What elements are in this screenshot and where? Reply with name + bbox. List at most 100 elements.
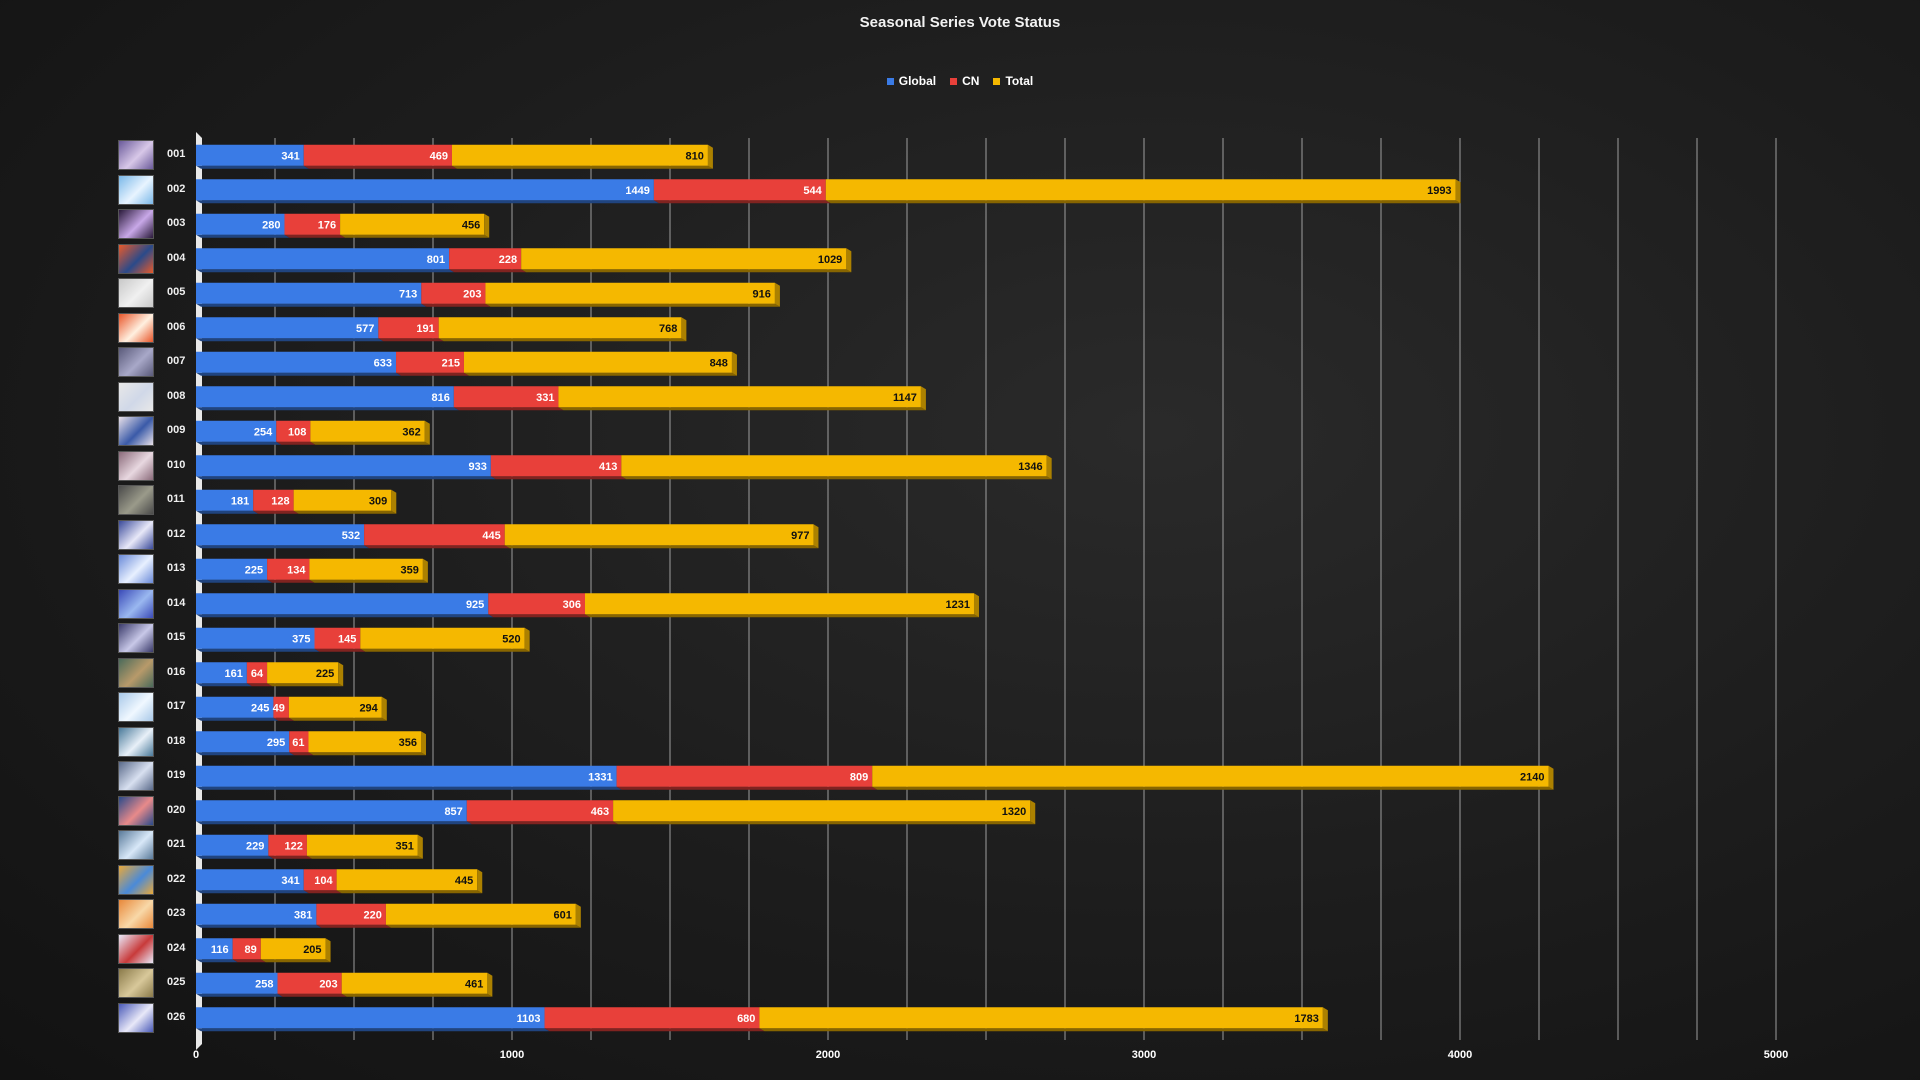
bar-cn (616, 765, 878, 790)
bar-depth (232, 959, 266, 963)
series-thumbnail[interactable] (118, 830, 154, 861)
series-thumbnail[interactable] (118, 623, 154, 654)
bar-cn (314, 627, 366, 652)
bar-end (774, 282, 780, 307)
bar-end (575, 903, 581, 928)
bar-face (544, 1007, 760, 1029)
data-label: 1346 (1018, 461, 1042, 473)
bar-depth (288, 717, 387, 721)
data-label: 145 (338, 633, 356, 645)
series-thumbnail[interactable] (118, 519, 154, 550)
series-thumbnail[interactable] (118, 1002, 154, 1033)
series-thumbnail[interactable] (118, 209, 154, 240)
bar-face (196, 455, 491, 477)
bar-depth (521, 269, 852, 273)
bar-global (196, 144, 309, 169)
series-thumbnail[interactable] (118, 243, 154, 274)
data-label: 61 (292, 737, 304, 749)
data-label: 1320 (1002, 806, 1026, 818)
bar-face (521, 248, 847, 270)
bar-end (920, 386, 926, 411)
data-label: 161 (225, 668, 243, 680)
bar-face (196, 213, 285, 235)
bar-depth (378, 338, 444, 342)
series-thumbnail[interactable] (118, 485, 154, 516)
bar-depth (438, 338, 687, 342)
bar-face (360, 627, 525, 649)
bar-total (463, 351, 737, 376)
bar-total (584, 593, 979, 618)
bar-cn (421, 282, 491, 307)
bar-face (232, 938, 261, 960)
bar-depth (196, 959, 238, 963)
series-thumbnail[interactable] (118, 554, 154, 585)
legend-item-global[interactable]: Global (886, 74, 937, 88)
bar-depth (268, 855, 312, 859)
bar-total (451, 144, 713, 169)
bar-cn (378, 317, 444, 342)
legend-label: Global (898, 74, 937, 88)
bar-depth (504, 545, 819, 549)
bar-total (438, 317, 687, 342)
series-thumbnail[interactable] (118, 692, 154, 723)
bar-face (316, 903, 386, 925)
series-thumbnail[interactable] (118, 278, 154, 309)
bar-face (253, 489, 294, 511)
bar-depth (289, 752, 314, 756)
bar-face (196, 627, 315, 649)
bar-face (466, 800, 614, 822)
data-label: 810 (686, 150, 704, 162)
bar-face (196, 248, 450, 270)
series-thumbnail[interactable] (118, 588, 154, 619)
data-label: 456 (462, 219, 480, 231)
bar-depth (196, 993, 283, 997)
data-label: 375 (292, 633, 310, 645)
series-thumbnail[interactable] (118, 312, 154, 343)
series-thumbnail[interactable] (118, 795, 154, 826)
category-label: 011 (167, 493, 185, 506)
data-label: 134 (287, 564, 306, 576)
bar-depth (449, 269, 527, 273)
bar-face (289, 731, 309, 753)
series-thumbnail[interactable] (118, 899, 154, 930)
data-label: 280 (262, 219, 280, 231)
bar-total (759, 1007, 1328, 1032)
legend-item-total[interactable]: Total (993, 74, 1033, 88)
bar-face (303, 144, 452, 166)
series-thumbnail[interactable] (118, 347, 154, 378)
bar-face (453, 386, 559, 408)
series-thumbnail[interactable] (118, 381, 154, 412)
legend-item-cn[interactable]: CN (950, 74, 979, 88)
series-thumbnail[interactable] (118, 657, 154, 688)
bar-depth (621, 476, 1052, 480)
bar-face (504, 524, 814, 546)
category-label: 017 (167, 700, 186, 713)
bar-depth (196, 269, 455, 273)
series-thumbnail[interactable] (118, 933, 154, 964)
series-thumbnail[interactable] (118, 416, 154, 447)
bar-depth (463, 372, 737, 376)
series-thumbnail[interactable] (118, 968, 154, 999)
bar-face (309, 558, 423, 580)
data-label: 341 (281, 150, 299, 162)
bar-end (1322, 1007, 1328, 1032)
bar-depth (196, 890, 309, 894)
bar-face (364, 524, 505, 546)
bar-face (196, 179, 654, 201)
bar-end (424, 420, 430, 445)
series-thumbnail[interactable] (118, 140, 154, 171)
data-label: 2140 (1520, 771, 1544, 783)
bar-end (381, 696, 387, 721)
bar-depth (490, 476, 627, 480)
bar-total (309, 558, 428, 583)
bar-end (417, 834, 423, 859)
series-thumbnail[interactable] (118, 726, 154, 757)
series-thumbnail[interactable] (118, 174, 154, 205)
series-thumbnail[interactable] (118, 761, 154, 792)
bar-end (681, 317, 687, 342)
bar-face (273, 696, 289, 718)
series-thumbnail[interactable] (118, 864, 154, 895)
series-thumbnail[interactable] (118, 450, 154, 481)
data-label: 544 (803, 185, 822, 197)
bar-depth (308, 752, 426, 756)
